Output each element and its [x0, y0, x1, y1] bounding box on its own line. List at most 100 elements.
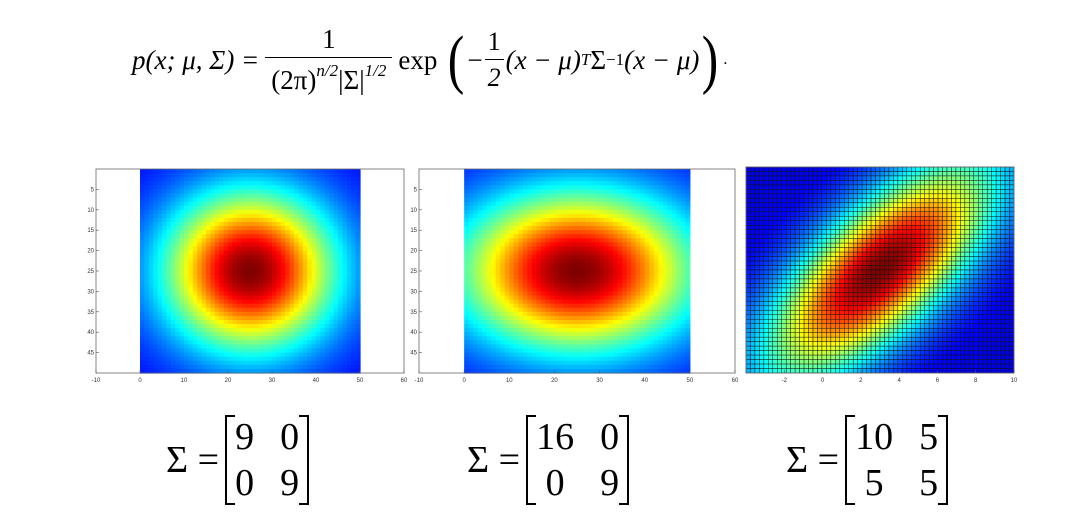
- heatmap-cell: [563, 303, 569, 309]
- heatmap-cell: [504, 324, 510, 329]
- heatmap-cell: [320, 295, 326, 301]
- heatmap-cell: [298, 254, 304, 260]
- heatmap-cell: [289, 332, 295, 337]
- heatmap-cell: [649, 279, 655, 284]
- heatmap-cell: [617, 283, 623, 288]
- heatmap-cell: [581, 307, 587, 313]
- heatmap-cell: [644, 324, 650, 329]
- heatmap-cell: [219, 258, 225, 264]
- heatmap-cell: [631, 360, 637, 366]
- heatmap-cell: [608, 319, 614, 325]
- heatmap-cell: [473, 254, 479, 260]
- heatmap-cell: [685, 356, 691, 362]
- heatmap-cell: [311, 340, 317, 346]
- heatmap-cell: [210, 246, 216, 252]
- heatmap-cell: [572, 246, 578, 252]
- heatmap-cell: [518, 193, 524, 199]
- heatmap-cell: [285, 185, 291, 190]
- heatmap-cell: [558, 311, 565, 317]
- heatmap-cell: [676, 177, 682, 182]
- heatmap-cell: [509, 315, 515, 321]
- heatmap-cell: [236, 250, 242, 256]
- heatmap-cell: [676, 340, 682, 346]
- heatmap-cell: [676, 173, 682, 178]
- heatmap-cell: [518, 328, 524, 333]
- heatmap-cell: [567, 242, 574, 248]
- heatmap-cell: [653, 173, 659, 178]
- heatmap-cell: [276, 291, 282, 297]
- heatmap-cell: [232, 213, 238, 219]
- heatmap-cell: [298, 348, 304, 354]
- heatmap-cell: [558, 315, 565, 321]
- heatmap-cell: [263, 336, 269, 341]
- heatmap-cell: [513, 275, 519, 280]
- heatmap-cell: [540, 173, 546, 178]
- heatmap-cell: [482, 315, 488, 321]
- heatmap-cell: [581, 319, 587, 325]
- heatmap-cell: [554, 295, 560, 301]
- heatmap-cell: [219, 368, 225, 374]
- heatmap-cell: [486, 169, 492, 174]
- heatmap-cell: [599, 250, 605, 256]
- heatmap-cell: [285, 254, 291, 260]
- heatmap-cell: [595, 238, 601, 244]
- heatmap-cell: [245, 315, 251, 321]
- heatmap-cell: [680, 352, 686, 358]
- heatmap-cell: [640, 250, 646, 256]
- heatmap-cell: [206, 209, 211, 215]
- heatmap-cell: [316, 226, 321, 231]
- heatmap-cell: [254, 328, 260, 333]
- heatmap-cell: [586, 356, 592, 362]
- heatmap-cell: [316, 169, 321, 174]
- heatmap-cell: [567, 258, 574, 264]
- heatmap-cell: [316, 173, 321, 178]
- heatmap-cell: [608, 299, 614, 305]
- heatmap-cell: [577, 234, 583, 239]
- heatmap-cell: [241, 169, 247, 174]
- heatmap-cell: [276, 307, 282, 313]
- heatmap-cell: [644, 279, 650, 284]
- heatmap-cell: [219, 287, 225, 292]
- heatmap-cell: [285, 250, 291, 256]
- heatmap-cell: [649, 283, 655, 288]
- heatmap-cell: [567, 344, 574, 350]
- heatmap-cell: [170, 311, 176, 317]
- heatmap-cell: [491, 266, 497, 272]
- heatmap-cell: [236, 332, 242, 337]
- heatmap-cell: [473, 324, 479, 329]
- heatmap-cell: [658, 205, 664, 211]
- heatmap-cell: [285, 279, 291, 284]
- heatmap-cell: [586, 266, 592, 272]
- heatmap-cell: [531, 201, 537, 207]
- heatmap-cell: [294, 368, 299, 374]
- heatmap-cell: [595, 181, 601, 186]
- heatmap-cell: [626, 181, 632, 186]
- heatmap-cell: [613, 287, 619, 292]
- heatmap-cell: [536, 258, 542, 264]
- heatmap-cell: [219, 291, 225, 297]
- heatmap-cell: [581, 189, 587, 195]
- heatmap-cell: [338, 303, 343, 309]
- heatmap-cell: [232, 344, 238, 350]
- heatmap-cell: [285, 319, 291, 325]
- heatmap-cell: [346, 209, 352, 215]
- heatmap-cell: [140, 201, 145, 207]
- heatmap-cell: [140, 291, 145, 297]
- heatmap-cell: [491, 209, 497, 215]
- heatmap-cell: [272, 201, 277, 207]
- heatmap-cell: [595, 201, 601, 207]
- heatmap-cell: [245, 364, 251, 370]
- heatmap-cell: [201, 360, 207, 366]
- heatmap-cell: [586, 238, 592, 244]
- heatmap-cell: [590, 315, 596, 321]
- heatmap-cell: [644, 246, 650, 252]
- heatmap-cell: [197, 209, 203, 215]
- heatmap-cell: [232, 291, 238, 297]
- heatmap-cell: [342, 364, 348, 370]
- heatmap-cell: [509, 201, 515, 207]
- heatmap-cell: [531, 299, 537, 305]
- heatmap-cell: [649, 254, 655, 260]
- heatmap-cell: [228, 271, 233, 276]
- heatmap-cell: [536, 226, 542, 231]
- heatmap-cell: [549, 291, 556, 297]
